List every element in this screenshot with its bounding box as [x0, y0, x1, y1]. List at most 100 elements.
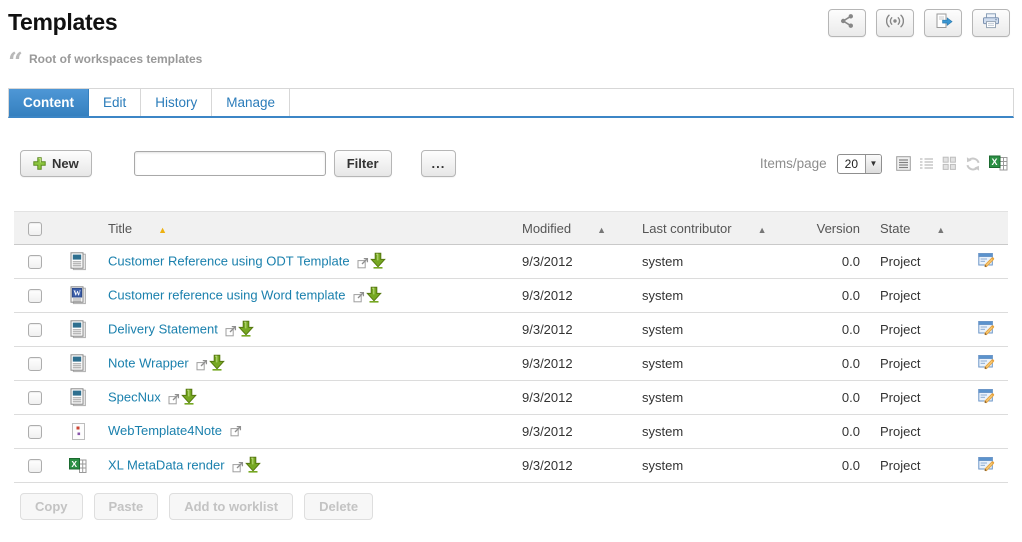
add-to-worklist-button[interactable]: Add to worklist — [169, 493, 294, 520]
version-cell: 0.0 — [782, 312, 870, 347]
modified-cell: 9/3/2012 — [512, 278, 632, 313]
more-filters-button[interactable]: ... — [420, 150, 457, 177]
edit-icon[interactable] — [977, 320, 995, 336]
print-button[interactable] — [972, 9, 1010, 37]
row-checkbox[interactable] — [28, 459, 42, 474]
tab-manage[interactable]: Manage — [212, 89, 291, 116]
download-icon[interactable] — [181, 388, 198, 408]
paste-button[interactable]: Paste — [93, 493, 159, 520]
export-button[interactable] — [924, 9, 962, 37]
odt-document-icon — [62, 252, 94, 271]
table-body: W X Customer Reference using ODT Templat… — [14, 244, 1008, 483]
documents-table: Title ▲ Modified ▲ Last contributor ▲ Versi… — [14, 211, 1008, 483]
document-type-icon: W X — [62, 320, 94, 339]
select-all-checkbox[interactable] — [28, 221, 42, 236]
svg-text:X: X — [992, 157, 998, 167]
external-link-icon[interactable] — [232, 461, 244, 476]
filter-search-input[interactable] — [133, 151, 326, 176]
filter-button[interactable]: Filter — [333, 150, 392, 177]
document-title-link[interactable]: Delivery Statement — [108, 320, 218, 336]
download-icon[interactable] — [245, 456, 262, 476]
edit-icon[interactable] — [977, 388, 995, 404]
row-checkbox[interactable] — [28, 391, 42, 406]
column-header-title[interactable]: Title ▲ — [98, 211, 512, 245]
state-cell: Project — [870, 414, 964, 449]
share-button[interactable] — [828, 9, 866, 37]
external-link-icon[interactable] — [357, 257, 369, 272]
header-actions — [828, 9, 1010, 37]
tab-content[interactable]: Content — [9, 89, 89, 116]
sort-asc-icon[interactable]: ▲ — [158, 224, 167, 235]
external-link-icon[interactable] — [230, 425, 242, 440]
column-header-state[interactable]: State ▲ — [870, 211, 964, 245]
last-contributor-cell: system — [632, 244, 782, 279]
state-cell: Project — [870, 244, 964, 279]
odt-document-icon — [62, 320, 94, 339]
version-cell: 0.0 — [782, 346, 870, 381]
tab-bar: Content Edit History Manage — [8, 88, 1014, 118]
row-checkbox[interactable] — [28, 323, 42, 338]
table-row: W X WebTemplate4Note 9/3/2012 system 0.0… — [14, 414, 1008, 449]
page-title: Templates — [8, 9, 118, 35]
edit-icon[interactable] — [977, 456, 995, 472]
row-checkbox[interactable] — [28, 357, 42, 372]
modified-cell: 9/3/2012 — [512, 414, 632, 449]
items-per-page-label: Items/page — [759, 156, 827, 171]
quote-icon: “ — [8, 48, 23, 78]
new-button[interactable]: New — [20, 150, 92, 177]
column-label: State — [880, 220, 911, 236]
share-icon — [838, 12, 856, 35]
last-contributor-cell: system — [632, 380, 782, 415]
external-link-icon[interactable] — [196, 359, 208, 374]
refresh-icon[interactable] — [965, 156, 981, 172]
version-cell: 0.0 — [782, 244, 870, 279]
state-cell: Project — [870, 278, 964, 313]
content-toolbar: New Filter ... Items/page 20 ▼ X — [20, 150, 1008, 177]
excel-document-icon: X — [62, 456, 94, 475]
external-link-icon[interactable] — [353, 291, 365, 306]
compact-list-view-icon[interactable] — [919, 156, 934, 171]
external-link-icon[interactable] — [168, 393, 180, 408]
modified-cell: 9/3/2012 — [512, 448, 632, 483]
modified-cell: 9/3/2012 — [512, 312, 632, 347]
sort-icon[interactable]: ▲ — [757, 224, 767, 235]
external-link-icon[interactable] — [225, 325, 237, 340]
document-title-link[interactable]: Customer Reference using ODT Template — [108, 252, 350, 268]
items-per-page-select[interactable]: 20 ▼ — [836, 153, 882, 174]
column-header-modified[interactable]: Modified ▲ — [512, 211, 632, 245]
download-icon[interactable] — [238, 320, 255, 340]
table-row: W X Note Wrapper 9/3/2012 system 0.0 Pro… — [14, 346, 1008, 381]
copy-button[interactable]: Copy — [20, 493, 83, 520]
version-cell: 0.0 — [782, 278, 870, 313]
column-header-last-contributor[interactable]: Last contributor ▲ — [632, 211, 782, 245]
column-label: Version — [816, 220, 860, 236]
download-icon[interactable] — [370, 252, 387, 272]
thumbnail-view-icon[interactable] — [942, 156, 957, 171]
edit-icon[interactable] — [977, 354, 995, 370]
document-title-link[interactable]: SpecNux — [108, 388, 161, 404]
publish-button[interactable] — [876, 9, 914, 37]
last-contributor-cell: system — [632, 278, 782, 313]
list-view-icon[interactable] — [896, 156, 911, 171]
document-type-icon: W X — [62, 286, 94, 305]
top-bar: Templates — [0, 0, 1022, 37]
download-icon[interactable] — [209, 354, 226, 374]
delete-button[interactable]: Delete — [304, 493, 374, 520]
tab-edit[interactable]: Edit — [89, 89, 142, 116]
last-contributor-cell: system — [632, 414, 782, 449]
document-title-link[interactable]: Customer reference using Word template — [108, 286, 346, 302]
sort-icon[interactable]: ▲ — [936, 224, 946, 235]
document-title-link[interactable]: XL MetaData render — [108, 456, 225, 472]
table-row: W X XL MetaData render 9/3/2012 system 0… — [14, 448, 1008, 483]
excel-export-icon[interactable]: X — [989, 155, 1008, 172]
document-type-icon: W X — [62, 252, 94, 271]
edit-icon[interactable] — [977, 252, 995, 268]
tab-history[interactable]: History — [141, 89, 213, 116]
row-checkbox[interactable] — [28, 425, 42, 440]
document-title-link[interactable]: Note Wrapper — [108, 354, 189, 370]
sort-icon[interactable]: ▲ — [597, 224, 607, 235]
download-icon[interactable] — [366, 286, 382, 306]
row-checkbox[interactable] — [28, 255, 42, 270]
row-checkbox[interactable] — [28, 289, 42, 304]
document-title-link[interactable]: WebTemplate4Note — [108, 423, 222, 439]
